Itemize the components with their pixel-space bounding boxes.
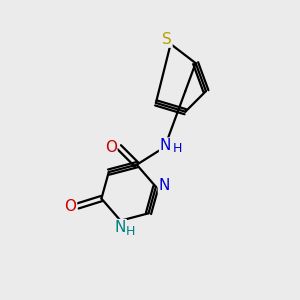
Text: H: H [126, 225, 136, 239]
Text: S: S [162, 32, 172, 47]
Text: H: H [172, 142, 182, 155]
Text: O: O [105, 140, 117, 154]
Text: N: N [158, 178, 170, 193]
Text: O: O [64, 199, 76, 214]
Text: N: N [160, 138, 171, 153]
Text: N: N [115, 220, 126, 235]
